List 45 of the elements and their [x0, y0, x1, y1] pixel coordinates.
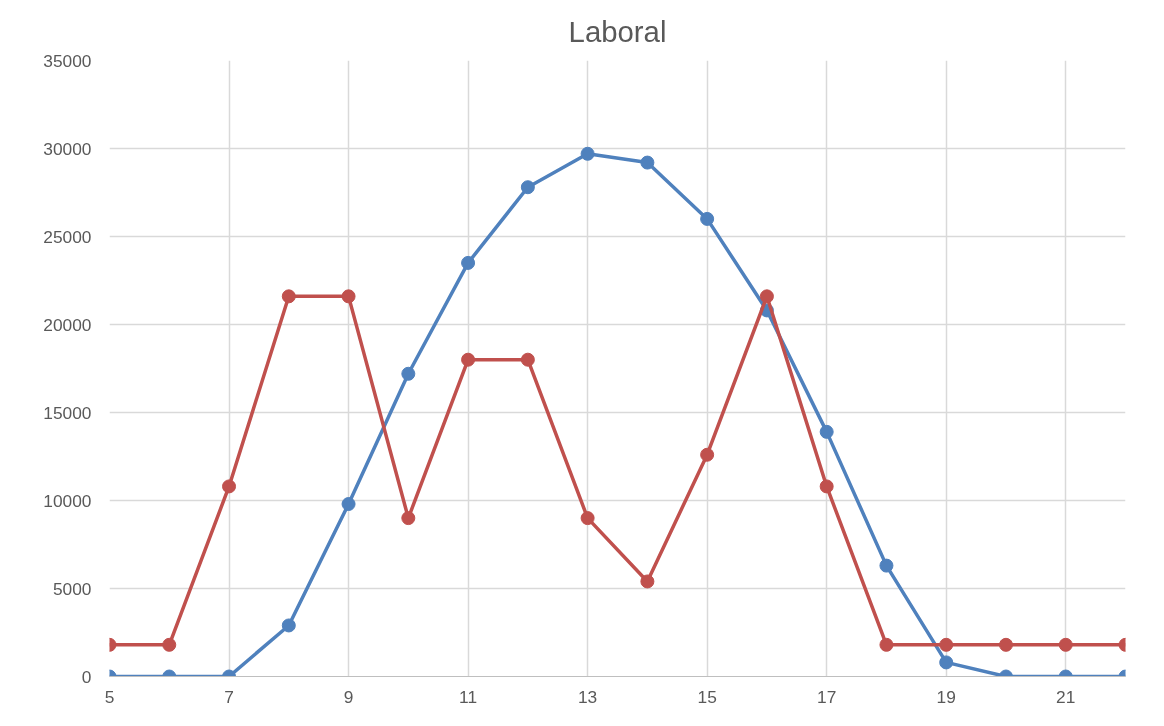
x-tick-label: 9	[343, 686, 354, 707]
point	[580, 146, 595, 161]
point	[1058, 637, 1073, 652]
point	[162, 637, 177, 652]
y-tick-label: 10000	[43, 490, 92, 511]
point	[461, 255, 476, 270]
point	[640, 574, 655, 589]
y-tick-label: 30000	[43, 138, 92, 159]
y-tick-label: 35000	[43, 50, 92, 71]
point	[341, 497, 356, 512]
y-tick-label: 15000	[43, 402, 92, 423]
x-tick-label: 7	[224, 686, 234, 707]
x-tick-label: 11	[459, 686, 478, 707]
point	[401, 366, 416, 381]
x-tick-label: 5	[104, 686, 115, 707]
point	[819, 479, 834, 494]
x-tick-label: 17	[817, 686, 837, 707]
y-tick-label: 0	[81, 666, 92, 687]
x-tick-label: 13	[577, 686, 598, 707]
x-tick-label: 15	[697, 686, 717, 707]
point	[879, 637, 894, 652]
y-tick-label: 20000	[43, 314, 92, 335]
point	[580, 511, 595, 526]
point	[819, 424, 834, 439]
point	[520, 180, 535, 195]
point	[759, 289, 774, 304]
point	[939, 637, 954, 652]
point	[281, 289, 296, 304]
point	[700, 211, 715, 226]
y-tick-label: 5000	[52, 578, 92, 599]
chart-title: Laboral	[568, 15, 667, 48]
point	[401, 511, 416, 526]
point	[998, 637, 1013, 652]
y-tick-label: 25000	[43, 226, 92, 247]
point	[520, 352, 535, 367]
point	[700, 447, 715, 462]
point	[222, 479, 237, 494]
point	[939, 655, 954, 670]
point	[879, 558, 894, 573]
point	[281, 618, 296, 633]
x-tick-label: 21	[1056, 686, 1076, 707]
point	[640, 155, 655, 170]
point	[461, 352, 476, 367]
point	[341, 289, 356, 304]
x-tick-label: 19	[936, 686, 956, 707]
